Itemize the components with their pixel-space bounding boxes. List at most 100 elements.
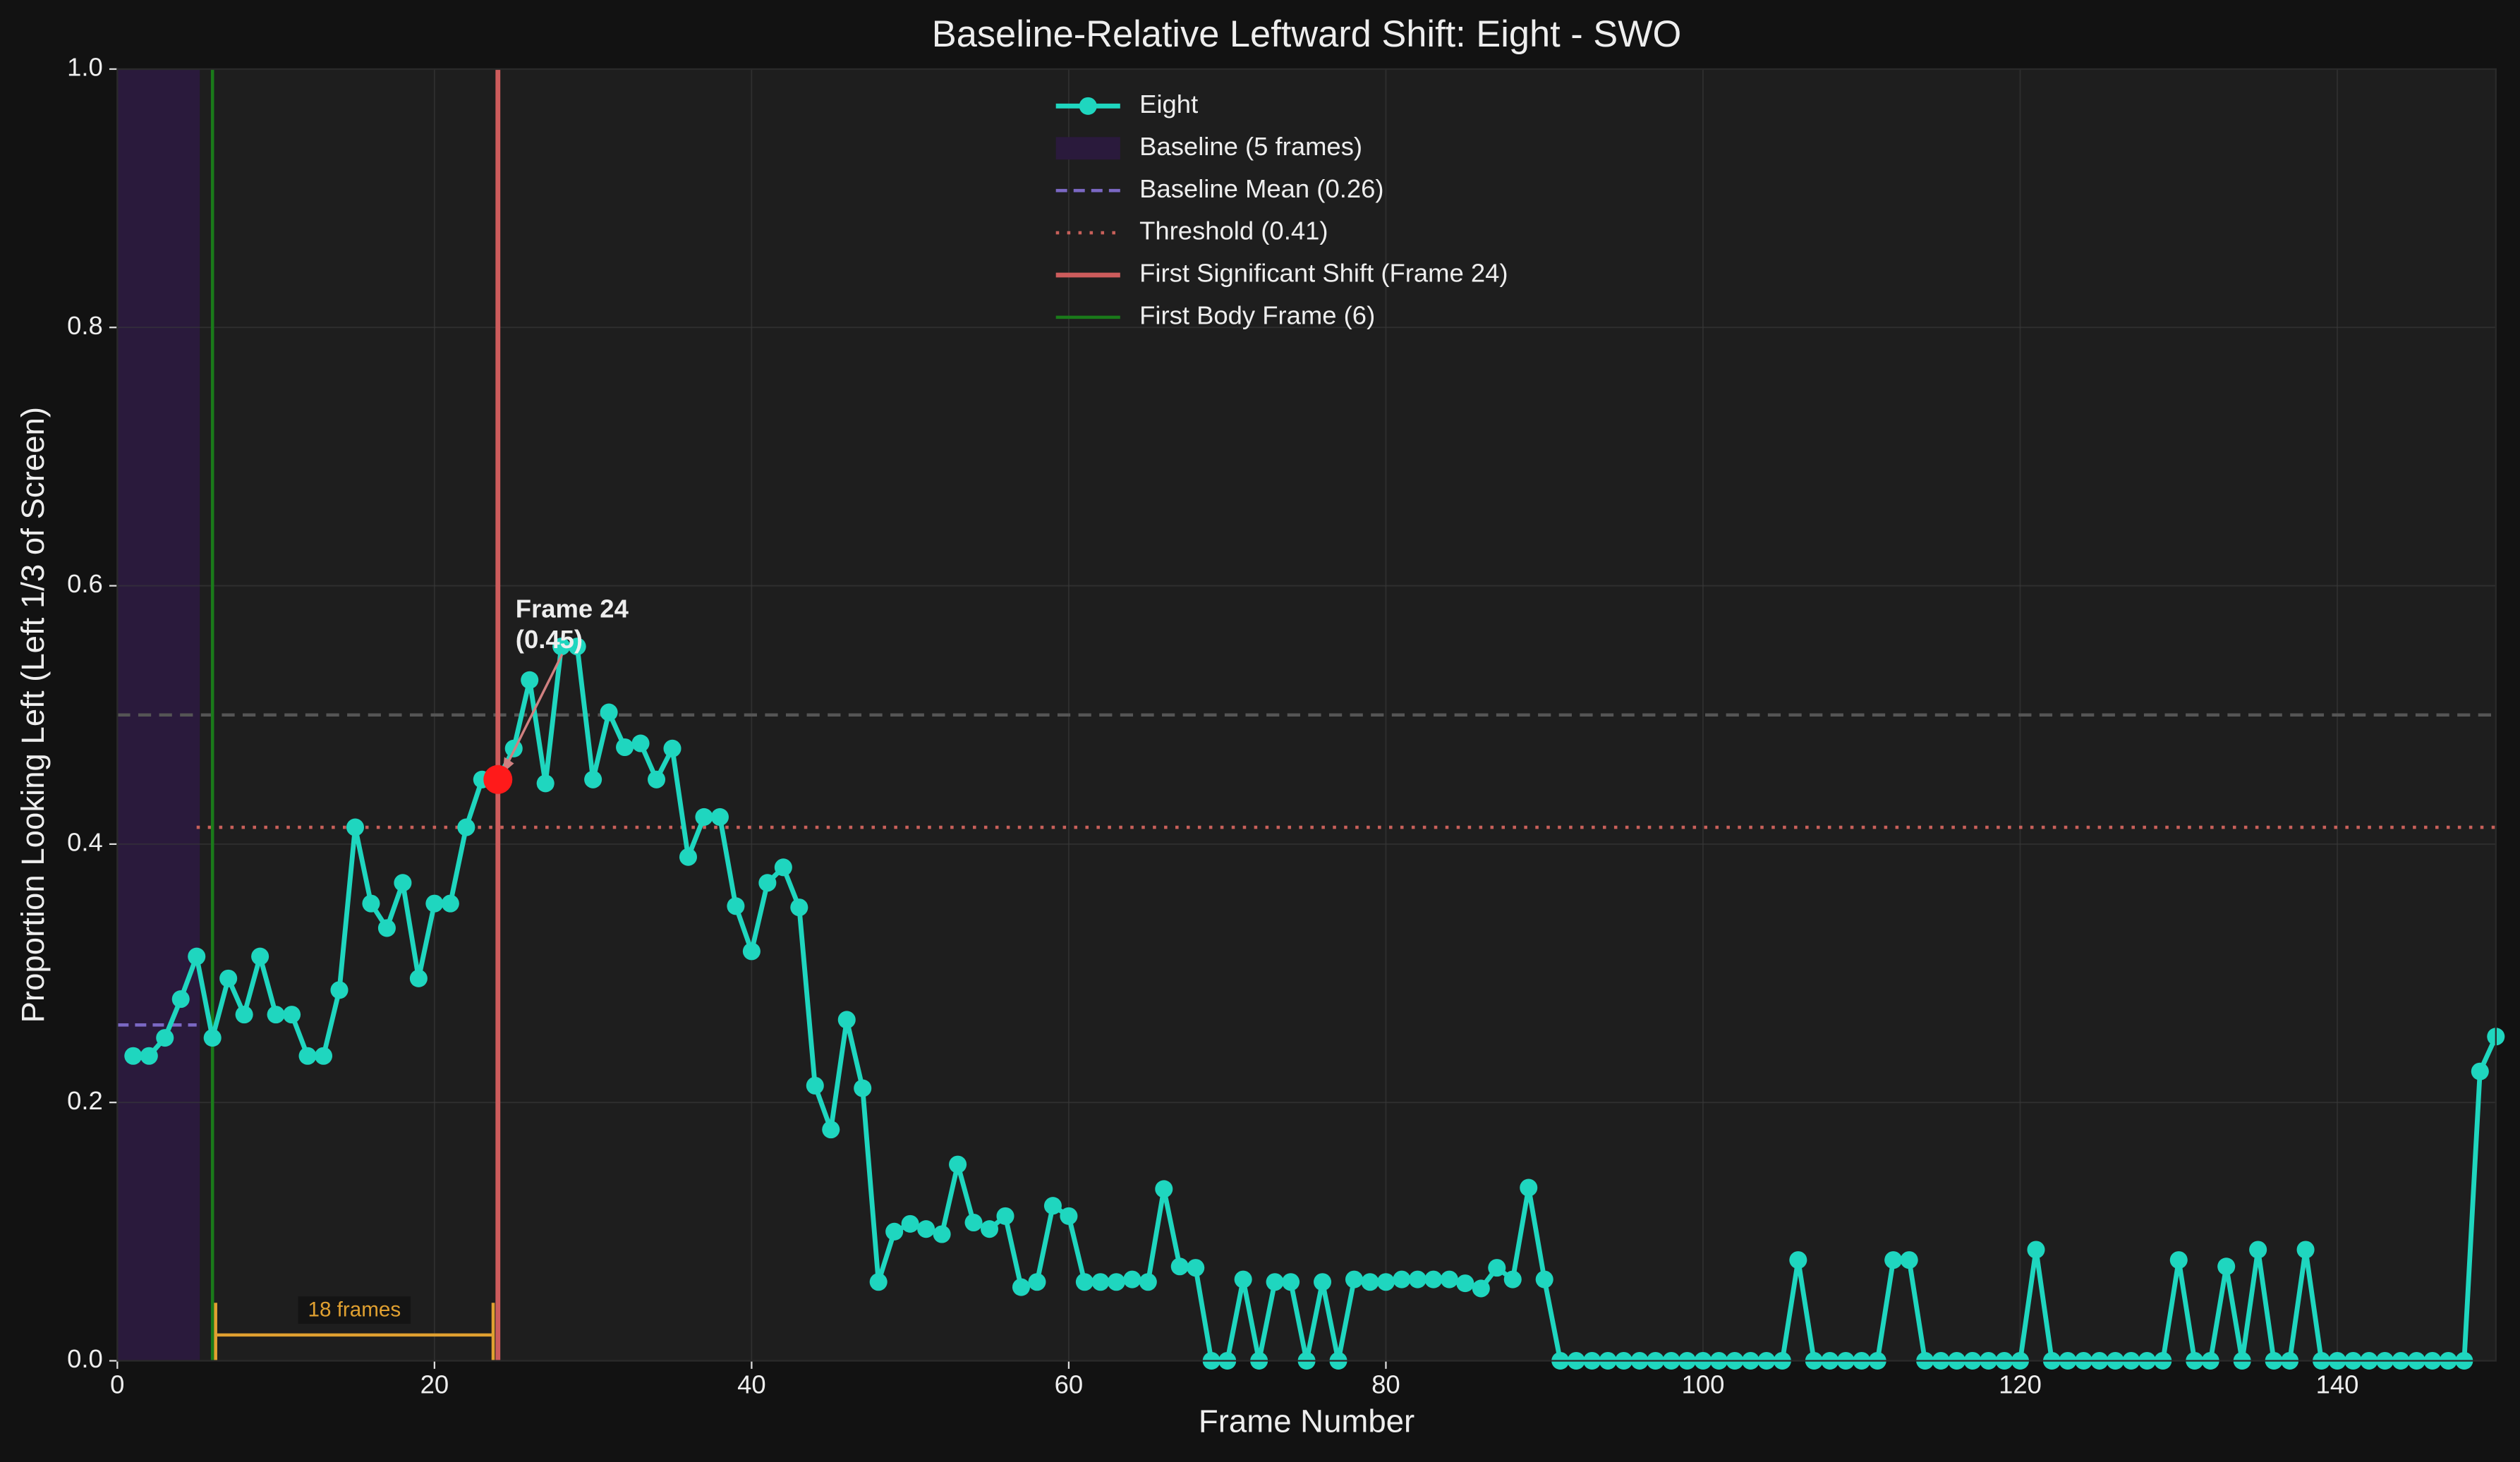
series-marker — [742, 942, 761, 961]
legend-label: First Body Frame (6) — [1139, 301, 1375, 330]
series-marker — [1075, 1273, 1094, 1291]
annotation-text: (0.45) — [516, 625, 583, 654]
x-tick-label: 40 — [737, 1370, 766, 1399]
series-marker — [2169, 1251, 2188, 1269]
series-marker — [377, 919, 396, 937]
x-tick-label: 0 — [110, 1370, 124, 1399]
series-marker — [1012, 1278, 1031, 1296]
series-marker — [647, 770, 666, 788]
series-marker — [679, 848, 698, 866]
series-marker — [1170, 1257, 1189, 1276]
legend-handle — [1055, 137, 1120, 160]
series-marker — [188, 947, 206, 965]
series-marker — [1028, 1273, 1046, 1291]
x-tick-label: 20 — [420, 1370, 449, 1399]
series-marker — [1884, 1251, 1903, 1269]
series-marker — [1123, 1270, 1141, 1289]
series-marker — [140, 1047, 158, 1065]
series-marker — [362, 894, 380, 913]
series-marker — [1408, 1270, 1426, 1289]
interval-label-bg — [298, 1296, 411, 1324]
highlight-marker — [483, 764, 513, 794]
series-marker — [1789, 1251, 1807, 1269]
series-marker — [1139, 1273, 1157, 1291]
series-marker — [1091, 1273, 1110, 1291]
series-marker — [1503, 1270, 1522, 1289]
series-marker — [806, 1076, 824, 1095]
series-marker — [1282, 1273, 1300, 1291]
y-tick-label: 0.4 — [67, 827, 103, 856]
series-marker — [2471, 1062, 2489, 1080]
series-marker — [1107, 1273, 1125, 1291]
series-marker — [885, 1222, 904, 1241]
legend-label: Baseline Mean (0.26) — [1139, 174, 1383, 203]
series-marker — [1314, 1273, 1332, 1291]
series-marker — [203, 1029, 222, 1047]
series-marker — [267, 1006, 285, 1024]
series-marker — [933, 1225, 951, 1243]
series-marker — [425, 894, 444, 913]
series-marker — [710, 808, 729, 826]
series-marker — [981, 1220, 999, 1238]
legend-label: First Significant Shift (Frame 24) — [1139, 259, 1508, 288]
series-marker — [2296, 1241, 2315, 1259]
series-marker — [996, 1207, 1014, 1225]
series-marker — [1900, 1251, 1918, 1269]
plot-area — [117, 68, 2496, 1361]
series-marker — [1393, 1270, 1411, 1289]
legend-label: Baseline (5 frames) — [1139, 132, 1362, 161]
x-axis-label: Frame Number — [1199, 1403, 1415, 1439]
series-marker — [156, 1029, 174, 1047]
series-marker — [235, 1006, 253, 1024]
series-marker — [1456, 1274, 1474, 1293]
x-tick-label: 100 — [1682, 1370, 1725, 1399]
series-marker — [1043, 1197, 1062, 1215]
series-marker — [2249, 1241, 2267, 1259]
chart-title: Baseline-Relative Leftward Shift: Eight … — [932, 14, 1682, 55]
y-axis-label: Proportion Looking Left (Left 1/3 of Scr… — [15, 407, 51, 1023]
series-marker — [346, 818, 365, 836]
series-marker — [409, 969, 428, 987]
legend-label: Eight — [1139, 90, 1198, 118]
axes-frame — [116, 68, 2497, 1362]
x-tick-label: 120 — [1999, 1370, 2042, 1399]
series-marker — [1155, 1180, 1173, 1198]
series-marker — [790, 898, 808, 917]
interval-label: 18 frames — [308, 1298, 401, 1322]
y-tick-label: 0.6 — [67, 569, 103, 598]
series-marker — [584, 770, 602, 788]
series-marker — [949, 1155, 967, 1174]
series-marker — [394, 874, 412, 892]
legend-label: Threshold (0.41) — [1139, 217, 1328, 245]
series-marker — [457, 818, 475, 836]
series-marker — [124, 1047, 143, 1065]
series-marker — [521, 671, 539, 689]
y-tick-label: 0.0 — [67, 1344, 103, 1373]
series-marker — [869, 1273, 888, 1291]
series-marker — [663, 739, 682, 757]
y-tick-label: 0.2 — [67, 1086, 103, 1115]
annotation-text: Frame 24 — [516, 595, 629, 623]
series-marker — [1345, 1270, 1364, 1289]
series-marker — [552, 638, 571, 656]
series-marker — [1187, 1259, 1205, 1277]
series-marker — [2217, 1257, 2236, 1276]
y-tick-label: 1.0 — [67, 53, 103, 82]
series-marker — [330, 981, 349, 999]
series-marker — [758, 874, 777, 892]
series-marker — [314, 1047, 333, 1065]
series-marker — [1376, 1273, 1395, 1291]
series-marker — [695, 808, 713, 826]
series-marker — [1361, 1273, 1379, 1291]
series-marker — [1488, 1259, 1506, 1277]
series-marker — [1060, 1207, 1078, 1225]
series-marker — [171, 990, 190, 1009]
series-marker — [837, 1011, 856, 1029]
series-marker — [822, 1121, 840, 1139]
series-marker — [1424, 1270, 1443, 1289]
series-marker — [901, 1214, 919, 1233]
series-marker — [251, 947, 269, 965]
series-marker — [1472, 1279, 1490, 1298]
